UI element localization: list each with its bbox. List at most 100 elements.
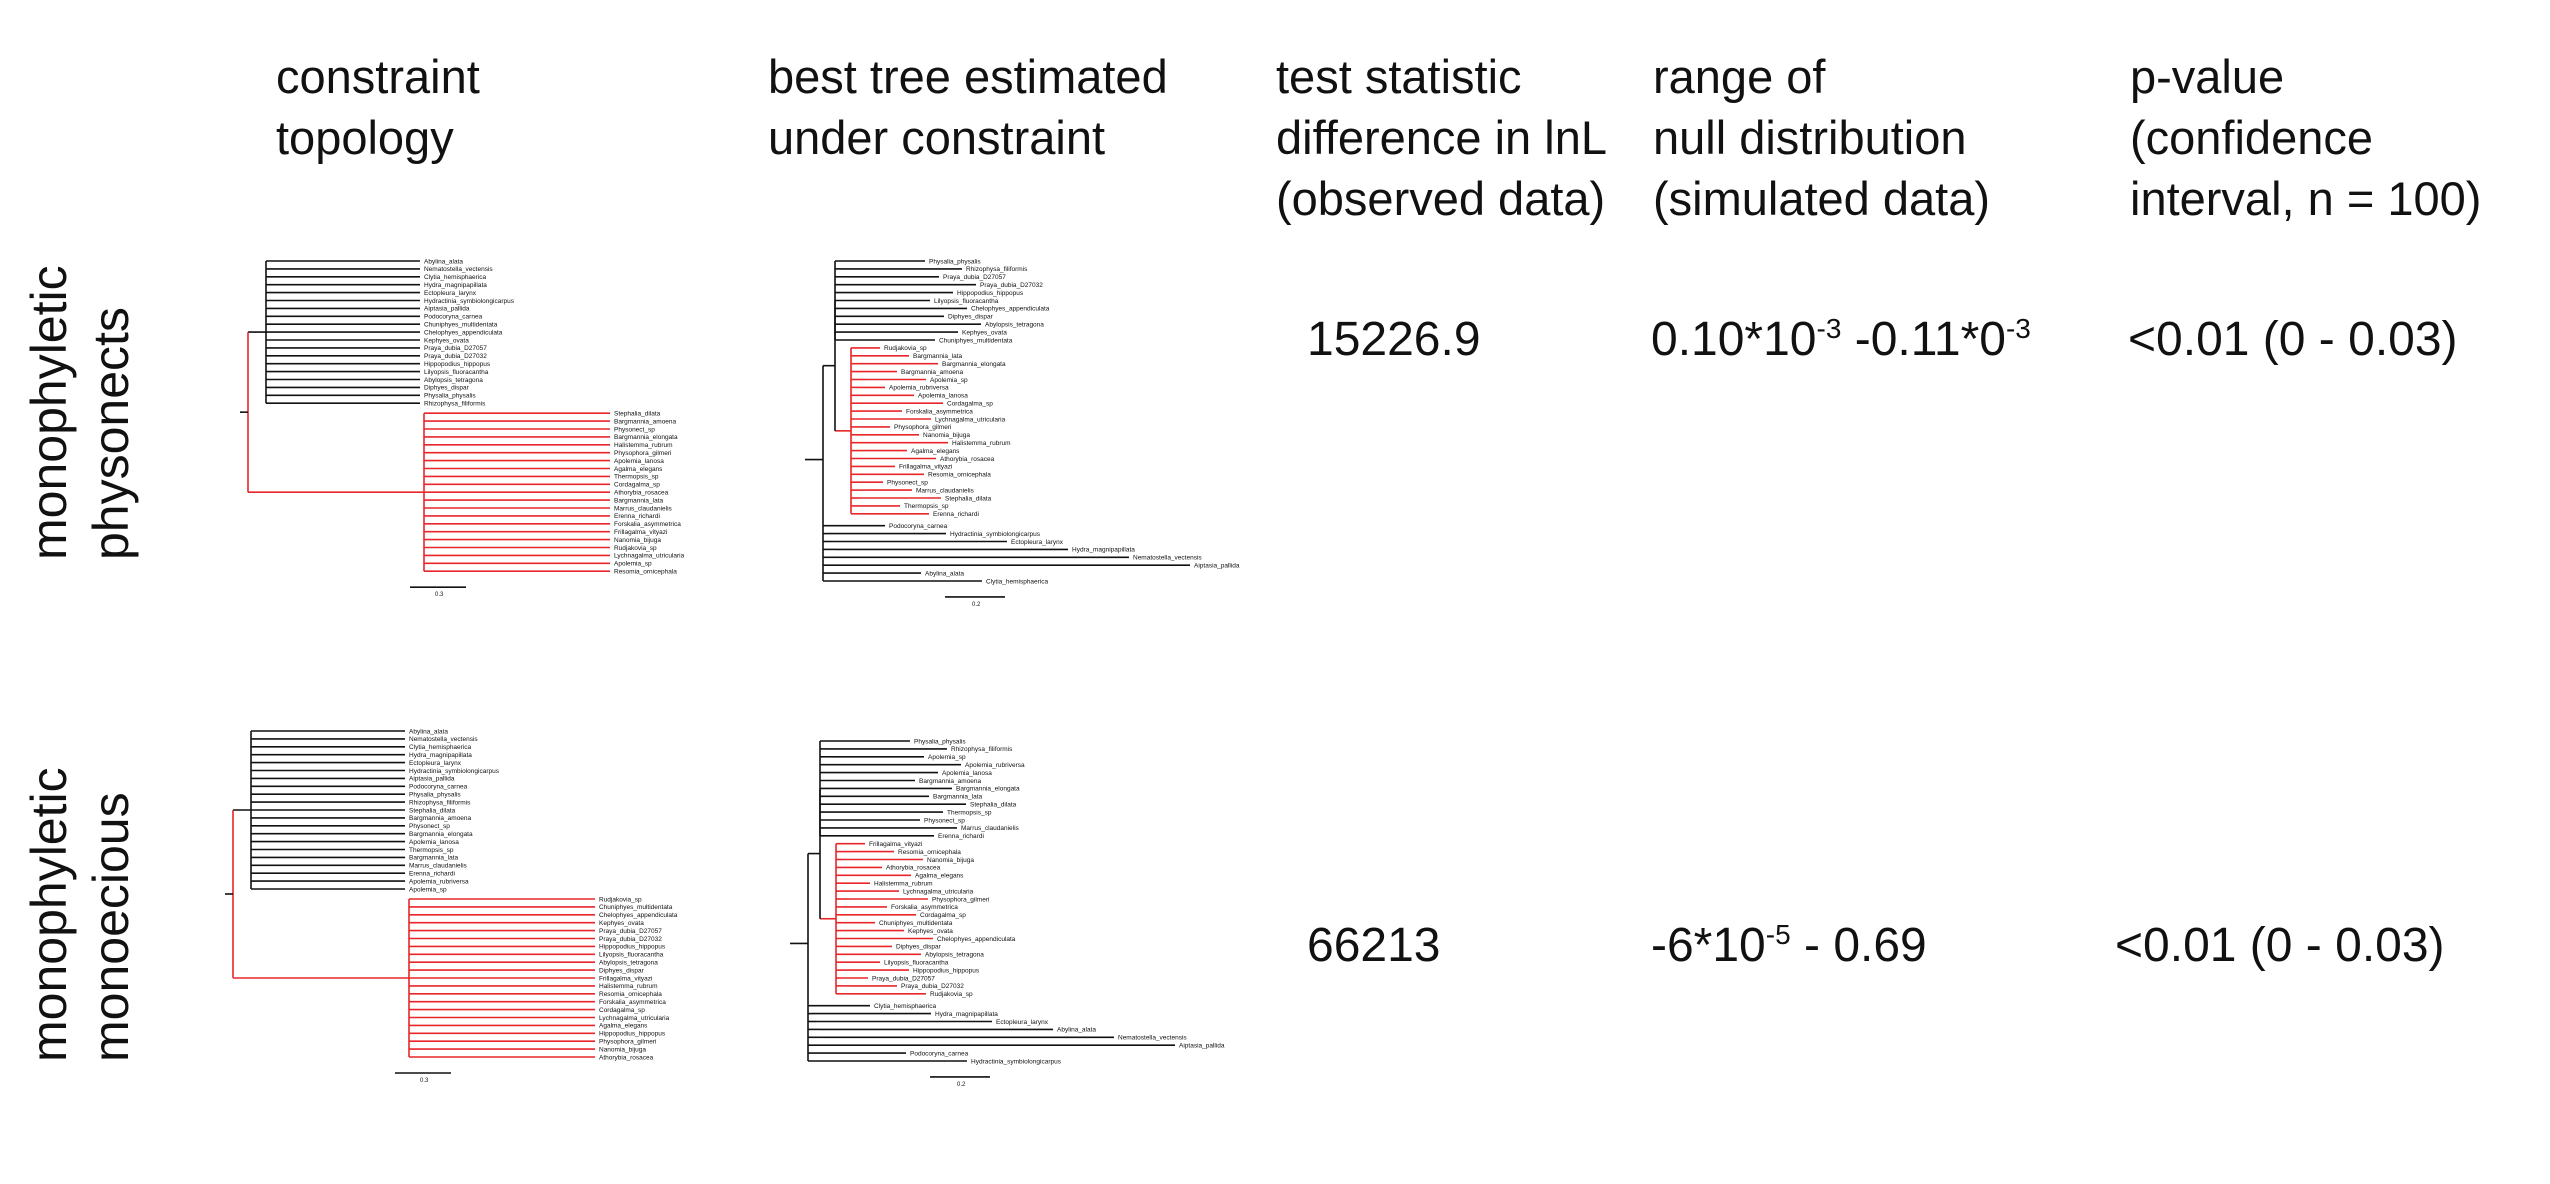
taxon-label: Bargmannia_amoena: [409, 815, 472, 822]
taxon-label: Apolemia_sp: [614, 561, 652, 568]
taxon-label: Apolemia_rubriversa: [889, 385, 949, 392]
taxon-label: Abylina_alata: [1057, 1027, 1096, 1034]
taxon-label: Bargmannia_amoena: [901, 369, 964, 376]
taxon-label: Kephyes_ovata: [599, 920, 644, 927]
taxon-label: Nanomia_bijuga: [599, 1046, 646, 1053]
taxon-label: Abylina_alata: [409, 728, 448, 735]
taxon-label: Kephyes_ovata: [962, 329, 1007, 336]
taxon-label: Aiptasia_pallida: [1179, 1043, 1225, 1050]
taxon-label: Halistemma_rubrum: [599, 983, 658, 990]
taxon-label: Chelophyes_appendiculata: [937, 936, 1016, 943]
taxon-label: Apolemia_sp: [930, 377, 968, 384]
taxon-label: Nematostella_vectensis: [409, 736, 478, 743]
taxon-label: Physophora_gilmeri: [894, 424, 951, 431]
taxon-label: Thermopsis_sp: [614, 474, 659, 481]
taxon-label: Praya_dubia_D27032: [424, 353, 487, 360]
taxon-label: Lilyopsis_fluoracantha: [599, 952, 664, 959]
taxon-label: Thermopsis_sp: [947, 809, 992, 816]
range-base-1: 0.10*10: [1651, 313, 1817, 366]
range-base-2: - 0.69: [1790, 919, 1927, 972]
taxon-label: Forskalia_asymmetrica: [906, 408, 973, 415]
taxon-label: Hydra_magnipapillata: [409, 752, 472, 759]
taxon-label: Bargmannia_lata: [933, 794, 983, 801]
taxon-label: Ectopleura_larynx: [409, 760, 462, 767]
taxon-label: Forskalia_asymmetrica: [599, 999, 666, 1006]
taxon-label: Forskalia_asymmetrica: [891, 904, 958, 911]
taxon-label: Apolemia_sp: [928, 754, 966, 761]
taxon-label: Hydra_magnipapillata: [424, 282, 487, 289]
taxon-label: Praya_dubia_D27057: [424, 345, 487, 352]
taxon-label: Hippopodius_hippopus: [424, 361, 491, 368]
taxon-label: Chuniphyes_multidentata: [879, 920, 953, 927]
taxon-label: Aiptasia_pallida: [409, 776, 455, 783]
taxon-label: Rudjakovia_sp: [614, 545, 657, 552]
taxon-label: Physophora_gilmeri: [614, 450, 671, 457]
taxon-label: Rudjakovia_sp: [599, 896, 642, 903]
taxon-label: Podocoryna_carnea: [910, 1050, 969, 1057]
range-exp-1: -5: [1765, 919, 1791, 950]
taxon-label: Rhizophysa_filiformis: [424, 401, 486, 408]
taxon-label: Hippopodius_hippopus: [913, 967, 980, 974]
taxon-label: Abylopsis_tetragona: [985, 322, 1044, 329]
taxon-label: Hydractinia_symbiolongicarpus: [424, 298, 515, 305]
taxon-label: Nanomia_bijuga: [614, 537, 661, 544]
taxon-label: Bargmannia_elongata: [409, 831, 473, 838]
taxon-label: Stephalia_dilata: [409, 807, 456, 814]
taxon-label: Praya_dubia_D27032: [599, 936, 662, 943]
taxon-label: Nematostella_vectensis: [1133, 555, 1202, 562]
taxon-label: Halistemma_rubrum: [874, 881, 933, 888]
taxon-label: Physophora_gilmeri: [599, 1039, 656, 1046]
taxon-label: Hydractinia_symbiolongicarpus: [971, 1058, 1062, 1065]
scale-bar-label: 0.2: [972, 602, 981, 608]
taxon-label: Resomia_ornicephala: [599, 991, 662, 998]
taxon-label: Abylina_alata: [925, 570, 964, 577]
taxon-label: Stephalia_dilata: [945, 495, 992, 502]
header-p-value: p-value (confidence interval, n = 100): [2130, 50, 2482, 225]
taxon-label: Podocoryna_carnea: [409, 784, 468, 791]
taxon-label: Clytia_hemisphaerica: [409, 744, 472, 751]
taxon-label: Marrus_claudanielis: [916, 487, 975, 494]
range-exp-2: -3: [2005, 313, 2031, 344]
taxon-label: Physonect_sp: [924, 817, 965, 824]
test-statistic-physonects: 15226.9: [1307, 313, 1481, 366]
taxon-label: Hydra_magnipapillata: [1072, 547, 1135, 554]
taxon-label: Abylina_alata: [424, 258, 463, 265]
taxon-label: Bargmannia_lata: [409, 855, 459, 862]
taxon-label: Physophora_gilmeri: [932, 896, 989, 903]
taxon-label: Praya_dubia_D27032: [980, 282, 1043, 289]
taxon-label: Nanomia_bijuga: [927, 857, 974, 864]
null-range-physonects: 0.10*10-3 -0.11*0-3: [1651, 312, 2031, 367]
taxon-label: Diphyes_dispar: [599, 967, 645, 974]
taxon-label: Nanomia_bijuga: [923, 432, 970, 439]
taxon-label: Rudjakovia_sp: [884, 345, 927, 352]
taxon-label: Athorybia_rosacea: [614, 490, 669, 497]
taxon-label: Halistemma_rubrum: [614, 442, 673, 449]
taxon-label: Athorybia_rosacea: [940, 456, 995, 463]
header-best-tree: best tree estimated under constraint: [768, 50, 1168, 164]
taxon-label: Chelophyes_appendiculata: [971, 306, 1050, 313]
scale-bar-label: 0.2: [957, 1082, 966, 1088]
taxon-label: Rudjakovia_sp: [930, 991, 973, 998]
taxon-label: Physalia_physalis: [424, 393, 476, 400]
taxon-label: Forskalia_asymmetrica: [614, 521, 681, 528]
taxon-label: Diphyes_dispar: [896, 944, 942, 951]
taxon-label: Chelophyes_appendiculata: [424, 329, 503, 336]
taxon-label: Chuniphyes_multidentata: [424, 322, 498, 329]
taxon-label: Rhizophysa_filiformis: [966, 266, 1028, 273]
taxon-label: Frillagalma_vityazi: [899, 464, 952, 471]
taxon-label: Ectopleura_larynx: [424, 290, 477, 297]
p-value-monoecious: <0.01 (0 - 0.03): [2115, 919, 2445, 972]
taxon-label: Chuniphyes_multidentata: [599, 904, 673, 911]
taxon-label: Podocoryna_carnea: [889, 523, 948, 530]
taxon-label: Rhizophysa_filiformis: [409, 799, 471, 806]
taxon-label: Praya_dubia_D27057: [943, 274, 1006, 281]
taxon-label: Abylopsis_tetragona: [424, 377, 483, 384]
taxon-label: Agalma_elegans: [614, 466, 663, 473]
constraint-tree-physonects: Abylina_alataNematostella_vectensisClyti…: [240, 258, 685, 598]
taxon-label: Lychnagalma_utricularia: [599, 1015, 670, 1022]
taxon-label: Erenna_richardi: [938, 833, 984, 840]
taxon-label: Kephyes_ovata: [908, 928, 953, 935]
taxon-label: Marrus_claudanielis: [614, 505, 673, 512]
taxon-label: Erenna_richardi: [409, 871, 455, 878]
taxon-label: Physalia_physalis: [914, 738, 966, 745]
